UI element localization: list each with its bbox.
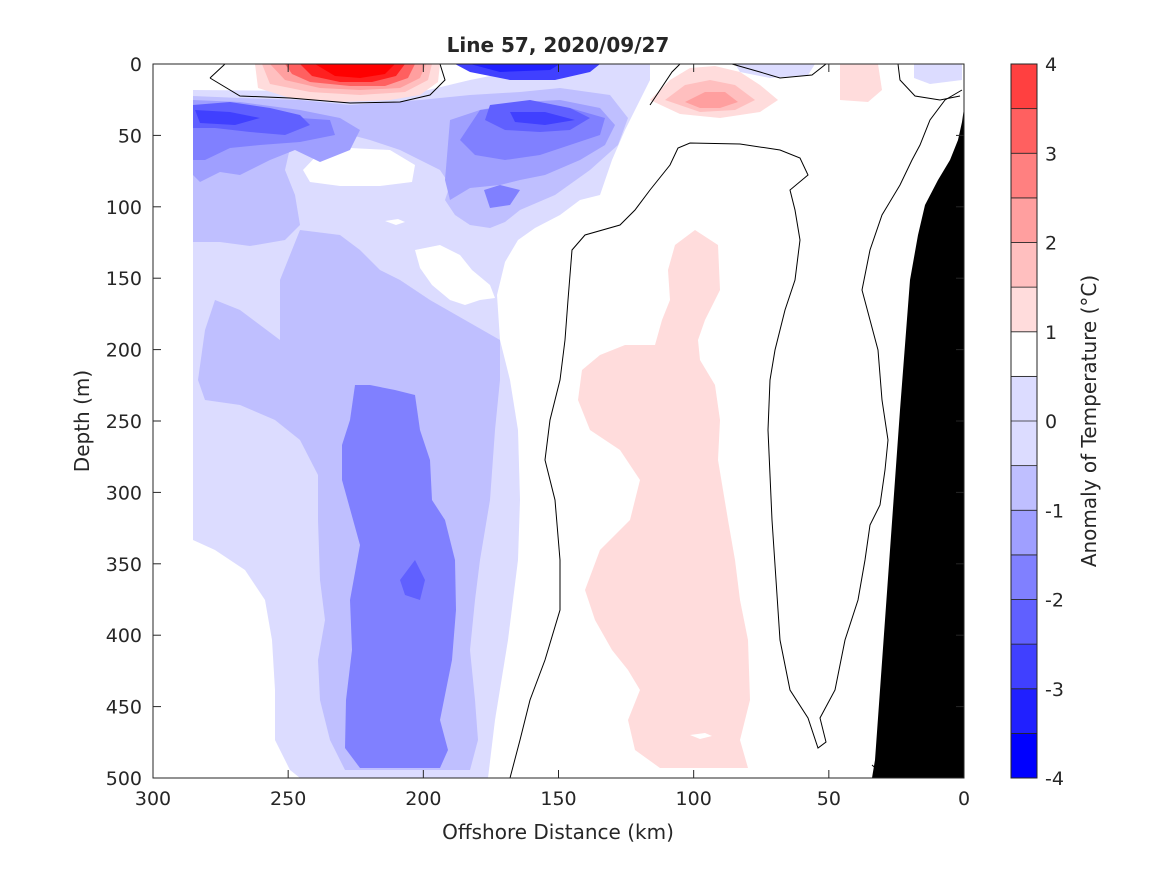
x-tick-label: 50 (817, 788, 841, 810)
colorbar-tick-label: 4 (1045, 54, 1057, 76)
colorbar-bin (1010, 643, 1038, 690)
contour-region-blue-7 (470, 64, 560, 72)
y-tick-label: 400 (106, 625, 142, 647)
colorbar-bin (1010, 554, 1038, 600)
bathymetry-outline (871, 764, 881, 778)
x-axis: 300 250 200 150 100 50 0 (135, 64, 970, 810)
contour-hole-warm-deep (690, 733, 712, 739)
x-tick-label: 300 (135, 788, 171, 810)
contour-region-warm-east-4 (840, 64, 882, 102)
colorbar-bin (1010, 286, 1038, 333)
colorbar-box (1010, 63, 1038, 779)
contour-region-blue-4-north (193, 105, 605, 208)
y-axis-label: Depth (m) (70, 370, 94, 472)
x-tick-label: 150 (540, 788, 576, 810)
colorbar-tick-label: 0 (1045, 411, 1057, 433)
zero-contour-line-west (209, 64, 446, 104)
y-tick-label: 50 (118, 125, 142, 147)
colorbar-bin (1010, 688, 1038, 734)
y-tick-label: 0 (130, 54, 142, 76)
y-tick-label: 100 (106, 197, 142, 219)
colorbar-tick-label: -1 (1045, 500, 1064, 522)
x-tick-label: 200 (405, 788, 441, 810)
bathymetry-seafloor (872, 108, 964, 778)
contour-hole-white-3 (385, 219, 405, 225)
colorbar (1010, 63, 1038, 779)
contour-region-warm-deep (578, 230, 750, 768)
colorbar-bin (1010, 197, 1038, 243)
colorbar-tick-label: 2 (1045, 233, 1057, 255)
y-axis: 0 50 100 150 200 250 300 350 400 450 500 (106, 54, 964, 790)
colorbar-tick-label: -3 (1045, 679, 1064, 701)
colorbar-bin (1010, 465, 1038, 511)
y-tick-label: 250 (106, 411, 142, 433)
zero-contour-line-mid (509, 89, 963, 778)
contour-region-blue-6 (195, 64, 600, 125)
colorbar-bin (1010, 108, 1038, 154)
contour-region-warm-6 (315, 64, 395, 78)
colorbar-ticks: -4 -3 -2 -1 0 1 2 3 4 (1045, 54, 1064, 790)
colorbar-tick-label: 1 (1045, 322, 1057, 344)
colorbar-tick-label: 3 (1045, 143, 1057, 165)
colorbar-bin (1010, 331, 1038, 377)
contour-region-light-blue-surface-ne (914, 64, 962, 84)
contour-region-light-blue-surface-e (735, 64, 815, 78)
y-tick-label: 300 (106, 482, 142, 504)
y-tick-label: 150 (106, 268, 142, 290)
zero-contour-line-east (649, 64, 961, 106)
y-tick-label: 500 (106, 768, 142, 790)
contour-region-blue-4 (342, 385, 456, 768)
y-tick-label: 200 (106, 340, 142, 362)
colorbar-bin (1010, 732, 1038, 779)
colorbar-bin (1010, 63, 1038, 110)
colorbar-bin (1010, 509, 1038, 556)
x-tick-label: 100 (676, 788, 712, 810)
chart-title: Line 57, 2020/09/27 (447, 33, 670, 57)
contour-fill-layer (193, 64, 964, 778)
colorbar-bin (1010, 599, 1038, 645)
y-tick-label: 350 (106, 554, 142, 576)
colorbar-bin (1010, 152, 1038, 199)
colorbar-tick-label: -2 (1045, 590, 1064, 612)
colorbar-tick-label: -4 (1045, 768, 1064, 790)
contour-hole-white-2 (415, 245, 495, 305)
x-axis-label: Offshore Distance (km) (442, 820, 674, 844)
x-tick-label: 0 (958, 788, 970, 810)
colorbar-bin (1010, 242, 1038, 288)
colorbar-label: Anomaly of Temperature (°C) (1077, 275, 1101, 567)
x-tick-label: 250 (270, 788, 306, 810)
y-tick-label: 450 (106, 697, 142, 719)
contour-region-warm-east-3 (685, 92, 738, 108)
